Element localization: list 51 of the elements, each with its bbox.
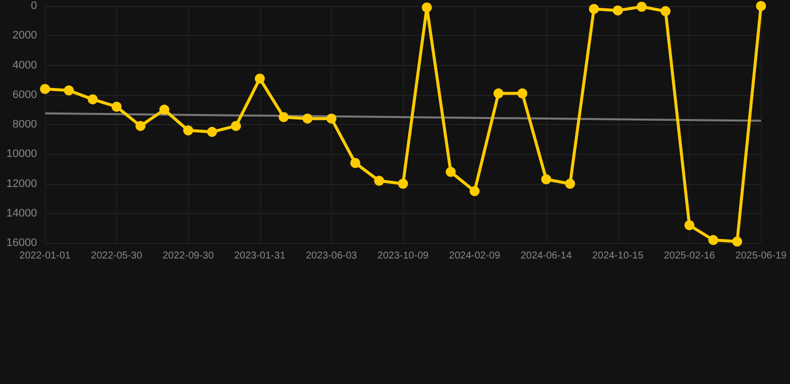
x-tick-label: 2024-10-15 [592,250,644,262]
point [159,104,170,115]
point [302,114,313,124]
point [732,236,742,247]
x-tick-label: 2024-06-14 [520,250,572,262]
x-tick-label: 2025-02-16 [664,250,716,262]
x-tick-label: 2022-05-30 [91,250,143,262]
point [446,166,456,177]
x-tick-label: 2024-02-09 [449,250,501,262]
point [230,120,241,131]
y-tick-label: 6000 [12,88,37,101]
y-tick-label: 2000 [12,30,37,42]
point [326,114,336,124]
point [278,112,289,122]
point [470,186,480,196]
point [588,4,599,14]
x-tick-label: 2022-01-01 [19,250,72,262]
point [207,126,218,137]
point [422,2,432,12]
y-tick-label: 4000 [12,59,37,72]
point [64,85,74,96]
y-tick-label: 10000 [6,148,37,160]
point [40,84,50,94]
point [541,174,552,184]
y-tick-label: 0 [30,0,37,12]
point [350,158,360,168]
point [612,5,623,16]
y-tick-label: 14000 [6,207,37,220]
point [517,88,528,98]
point [398,178,408,189]
point [88,94,98,104]
point [565,178,576,189]
point [183,125,194,136]
x-tick-label: 2022-09-30 [162,250,214,262]
point [684,220,694,230]
y-tick-label: 12000 [6,178,37,190]
x-tick-label: 2025-06-19 [735,250,788,262]
y-tick-label: 8000 [12,118,37,130]
point [374,176,384,186]
point [636,2,647,12]
point [660,6,671,16]
point [254,74,265,84]
x-tick-label: 2023-01-31 [234,250,286,262]
y-tick-label: 16000 [6,237,37,249]
point [756,1,766,11]
point [112,102,122,112]
point [708,235,718,246]
x-tick-label: 2023-10-09 [377,250,430,262]
point [493,88,504,98]
point [135,120,146,131]
x-tick-label: 2023-06-03 [306,250,358,262]
